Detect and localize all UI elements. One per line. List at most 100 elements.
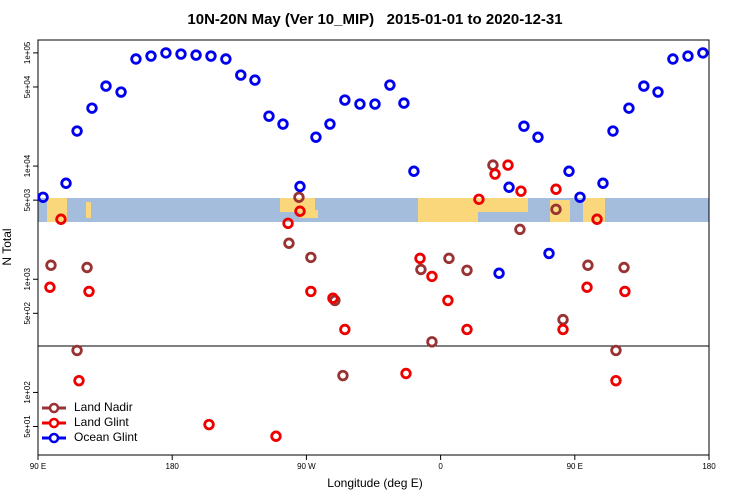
y-axis-label: N Total <box>0 228 14 265</box>
point <box>574 191 586 203</box>
point <box>369 98 381 110</box>
point <box>667 53 679 65</box>
point <box>81 261 93 274</box>
point <box>607 125 619 137</box>
point <box>619 285 631 298</box>
legend-label: Land Glint <box>74 415 129 429</box>
point <box>83 285 95 298</box>
point <box>310 131 322 143</box>
point <box>581 281 593 293</box>
x-tick-label: 90 W <box>297 462 316 471</box>
legend-label: Land Nadir <box>74 400 133 414</box>
point <box>442 294 454 307</box>
point <box>415 263 427 276</box>
point <box>73 374 85 387</box>
point <box>283 237 295 249</box>
y-tick-label: 1e+02 <box>23 381 32 404</box>
point <box>652 86 664 98</box>
point <box>443 252 455 265</box>
point <box>339 94 351 106</box>
point <box>249 74 261 86</box>
y-tick-label: 1e+05 <box>23 41 32 64</box>
point <box>557 313 569 326</box>
point <box>487 159 499 171</box>
chart-title: 10N-20N May (Ver 10_MIP) 2015-01-01 to 2… <box>187 11 562 28</box>
x-tick-label: 90 E <box>30 462 46 471</box>
point <box>582 259 594 271</box>
point <box>532 131 544 143</box>
point <box>623 102 635 114</box>
point <box>44 281 56 293</box>
y-tick-label: 1e+03 <box>23 267 32 290</box>
point <box>339 323 351 336</box>
point <box>493 267 505 279</box>
point <box>270 430 282 442</box>
point <box>638 80 650 92</box>
point <box>543 247 555 260</box>
point <box>205 50 217 62</box>
point <box>610 374 622 387</box>
point <box>489 168 501 180</box>
map-strip <box>38 198 709 222</box>
point <box>175 48 187 60</box>
point <box>277 118 289 130</box>
point <box>398 97 410 109</box>
point <box>130 53 142 65</box>
x-axis-label: Longitude (deg E) <box>327 476 422 490</box>
point <box>337 369 349 382</box>
x-tick-label: 0 <box>438 462 443 471</box>
point <box>100 80 112 92</box>
point <box>503 181 515 193</box>
x-tick-label: 90 E <box>567 462 583 471</box>
point <box>71 344 83 357</box>
point <box>550 183 562 195</box>
point <box>324 118 336 130</box>
point <box>408 165 420 177</box>
point <box>502 159 514 171</box>
point <box>461 323 473 336</box>
y-tick-label: 1e+04 <box>23 154 32 177</box>
point <box>682 50 694 62</box>
point <box>591 213 603 225</box>
point <box>145 50 157 62</box>
point <box>610 344 622 357</box>
legend-marker <box>48 432 60 444</box>
point <box>86 102 98 114</box>
x-tick-label: 180 <box>166 462 180 471</box>
point <box>518 120 530 132</box>
point <box>597 177 609 189</box>
point <box>563 165 575 177</box>
point <box>618 261 630 274</box>
point <box>294 205 306 217</box>
point <box>414 252 426 265</box>
point <box>115 86 127 98</box>
point <box>235 69 247 81</box>
point <box>305 285 317 298</box>
point <box>220 53 232 65</box>
point <box>37 191 49 203</box>
point <box>71 125 83 137</box>
point <box>354 98 366 110</box>
point <box>203 418 215 431</box>
point <box>515 185 527 197</box>
point <box>293 191 305 203</box>
point <box>514 223 526 236</box>
y-tick-label: 5e+04 <box>23 75 32 98</box>
point <box>327 292 339 304</box>
y-tick-label: 5e+01 <box>23 415 32 438</box>
point <box>400 367 412 380</box>
point <box>294 180 306 193</box>
point <box>473 193 485 205</box>
y-tick-label: 5e+03 <box>23 188 32 211</box>
point <box>160 47 172 59</box>
point <box>190 49 202 61</box>
legend-marker <box>48 402 60 414</box>
point <box>60 177 72 189</box>
legend-label: Ocean Glint <box>74 430 138 444</box>
plot-frame <box>37 39 710 456</box>
point <box>263 110 275 122</box>
point <box>426 336 438 348</box>
point <box>45 259 57 271</box>
